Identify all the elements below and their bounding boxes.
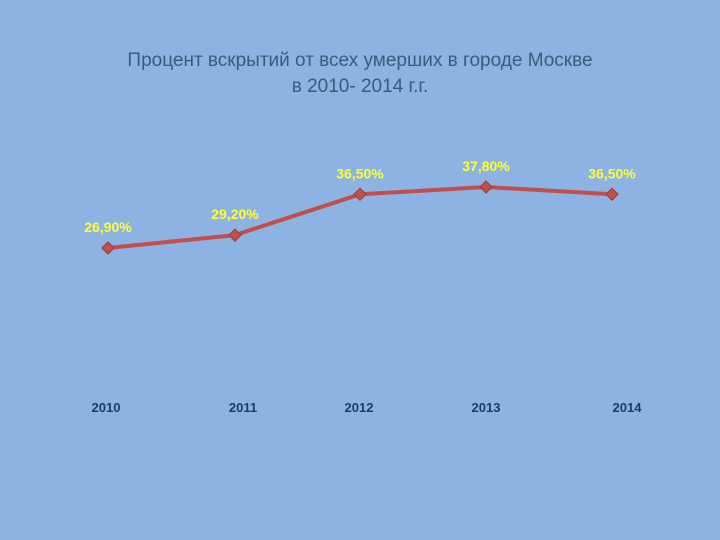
- data-label-2014: 36,50%: [588, 165, 636, 181]
- data-point-2011: [228, 228, 242, 242]
- data-point-2014: [605, 187, 619, 201]
- x-tick-label-2012: 2012: [345, 400, 374, 415]
- x-tick-label-2011: 2011: [229, 400, 257, 415]
- x-tick-label-2014: 2014: [613, 400, 643, 415]
- data-label-2012: 36,50%: [336, 165, 384, 181]
- data-point-2012: [353, 187, 367, 201]
- chart-title: Процент вскрытий от всех умерших в город…: [0, 48, 720, 100]
- x-tick-label-2010: 2010: [92, 400, 121, 415]
- chart-title-line-2: в 2010- 2014 г.г.: [291, 76, 429, 97]
- data-point-2013: [479, 180, 493, 194]
- x-tick-label-2013: 2013: [472, 400, 501, 415]
- data-label-2011: 29,20%: [211, 206, 259, 222]
- chart-title-line-1: Процент вскрытий от всех умерших в город…: [127, 50, 593, 71]
- data-point-2010: [101, 241, 115, 255]
- data-label-2013: 37,80%: [462, 158, 510, 174]
- data-label-2010: 26,90%: [84, 219, 132, 235]
